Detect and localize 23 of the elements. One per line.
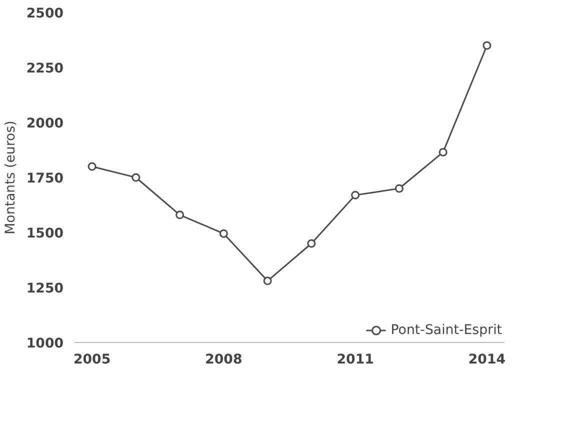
point <box>482 41 492 50</box>
legend-label: Pont-Saint-Esprit <box>390 322 502 338</box>
x-tick-label: 2014 <box>468 352 506 368</box>
x-tick-label: 2011 <box>336 352 374 368</box>
point <box>394 184 404 193</box>
x-tick-label: 2008 <box>205 352 242 368</box>
y-tick-label: 1250 <box>26 282 64 296</box>
y-tick-label: 1500 <box>26 226 64 242</box>
point <box>219 229 228 238</box>
y-tick-label: 2500 <box>26 6 64 22</box>
point <box>307 239 316 248</box>
y-tick-label: 2250 <box>26 62 64 76</box>
point <box>438 148 448 156</box>
point <box>88 162 96 171</box>
y-tick-label: 1750 <box>26 172 64 186</box>
point <box>263 276 272 286</box>
point <box>132 173 140 182</box>
y-tick-label: 2000 <box>26 116 64 132</box>
y-axis-title: Montants (euros) <box>3 120 18 234</box>
y-tick-label: 1000 <box>26 336 64 352</box>
x-tick-label: 2005 <box>74 352 111 368</box>
point <box>176 210 184 220</box>
point <box>351 190 360 200</box>
